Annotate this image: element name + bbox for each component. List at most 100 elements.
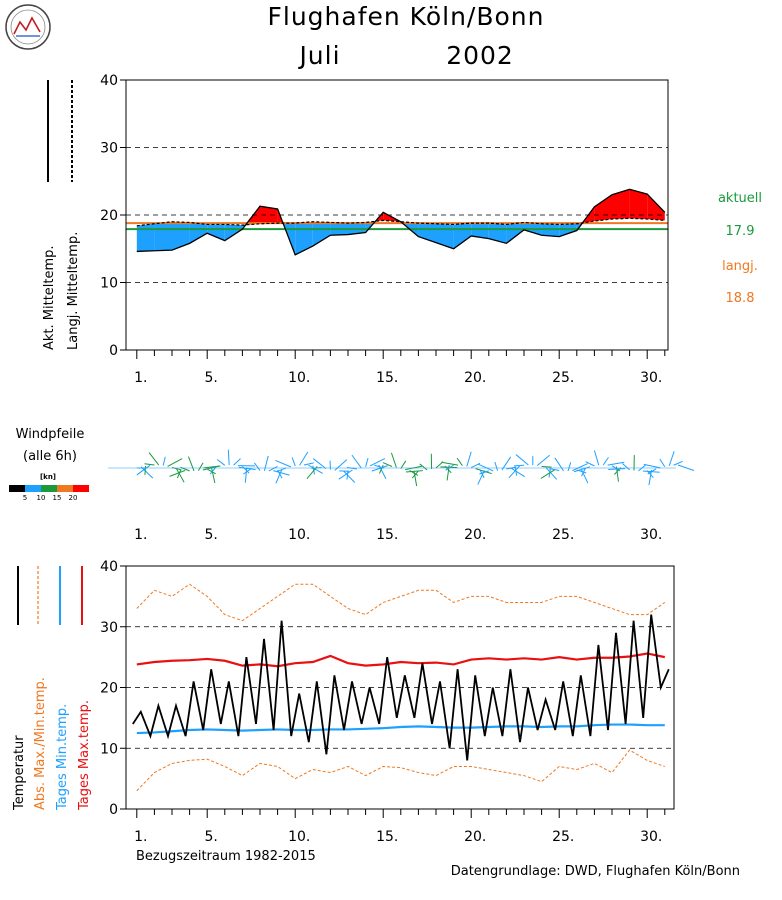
wind-arrow — [608, 468, 626, 470]
x-tick-label: 25. — [552, 829, 574, 845]
wind-arrow — [444, 465, 452, 474]
wind-arrow — [536, 454, 550, 467]
y-tick-label: 20 — [100, 681, 118, 697]
bottom-lines — [132, 583, 670, 792]
wind-arrow — [673, 460, 683, 466]
wind-arrow — [572, 463, 588, 472]
wind-subtitle: (alle 6h) — [23, 449, 77, 464]
x-tick-label: 10. — [288, 527, 310, 543]
wind-scale-swatch — [73, 485, 89, 492]
wind-arrow — [378, 464, 384, 474]
top-anomaly-segment — [471, 223, 489, 239]
y-tick-label: 40 — [100, 73, 118, 89]
top-anomaly-segment — [207, 224, 225, 241]
wind-arrow — [167, 458, 183, 467]
wind-arrow — [176, 469, 182, 479]
right-label-longterm: langj. — [722, 259, 758, 274]
wind-arrow — [646, 470, 654, 479]
wind-arrow — [513, 464, 525, 467]
top-anomaly-segment — [488, 223, 507, 244]
wind-arrow — [413, 470, 418, 487]
top-legend: Akt. Mitteltemp. Langj. Mitteltemp. — [42, 80, 81, 350]
x-tick-label: 10. — [288, 370, 310, 386]
bottom-grid — [126, 626, 674, 749]
wind-arrow — [643, 463, 661, 469]
wind-arrow — [479, 470, 489, 475]
wind-arrow — [343, 470, 356, 483]
legend-actual-label: Akt. Mitteltemp. — [42, 245, 57, 350]
wind-arrow — [540, 469, 556, 479]
top-anomaly-segment — [612, 189, 630, 220]
wind-arrow — [312, 458, 327, 469]
page-title-month: Juli — [297, 41, 340, 70]
wind-arrow — [169, 469, 186, 477]
top-anomaly-segment — [189, 222, 208, 244]
top-anomaly-segment — [559, 223, 577, 237]
top-anomaly-segment — [312, 221, 331, 247]
wind-arrow — [211, 467, 216, 484]
top-anomaly-segment — [629, 189, 648, 220]
x-tick-label: 5. — [205, 370, 218, 386]
daily-min-line — [136, 723, 665, 735]
bottom-x-axis: 1. 5. 10. 15. 20. 25. 30. — [134, 809, 666, 845]
wind-arrow — [545, 467, 558, 480]
wind-arrow — [136, 464, 151, 476]
wind-arrow — [148, 452, 160, 466]
top-anomaly-segment — [436, 223, 454, 249]
top-anomaly-segment — [154, 221, 172, 251]
wind-arrow — [567, 462, 572, 472]
wind-arrow — [602, 457, 609, 466]
x-tick-label: 25. — [552, 370, 574, 386]
wind-arrow — [510, 467, 525, 478]
wind-arrow — [390, 452, 397, 468]
wind-arrows — [108, 449, 695, 487]
wind-arrow — [647, 468, 657, 475]
x-tick-label: 25. — [552, 527, 574, 543]
wind-arrow — [268, 466, 278, 472]
legend-temp-label: Temperatur — [12, 735, 27, 811]
wind-speed-scale: 5 10 15 20 — [9, 485, 89, 502]
wind-arrow — [162, 456, 166, 466]
reference-period: Bezugszeitraum 1982-2015 — [136, 849, 316, 864]
wind-arrow — [477, 463, 494, 472]
wind-arrow — [668, 451, 675, 467]
wind-arrow — [466, 451, 472, 467]
wind-arrow — [659, 458, 666, 468]
wind-arrow — [144, 463, 155, 466]
top-anomaly-segment — [260, 206, 278, 224]
longterm-series-line — [136, 217, 665, 227]
abs-min-line — [136, 749, 665, 792]
wind-arrow — [369, 458, 386, 467]
wind-arrow — [291, 457, 296, 467]
legend-daily-max-label: Tages Max.temp. — [77, 700, 92, 811]
wind-arrow — [573, 466, 591, 473]
wind-arrow — [299, 451, 309, 466]
wind-arrow — [405, 470, 423, 473]
x-tick-label: 30. — [640, 370, 662, 386]
wind-arrow — [254, 462, 261, 471]
top-anomaly-segment — [594, 194, 612, 222]
wind-arrow — [203, 465, 221, 469]
wind-arrow — [549, 468, 560, 471]
y-tick-label: 30 — [100, 620, 118, 636]
y-tick-label: 0 — [109, 802, 118, 818]
wind-arrow — [187, 456, 195, 472]
x-tick-label: 20. — [464, 829, 486, 845]
wind-arrow — [144, 465, 147, 475]
wind-arrow — [456, 457, 463, 466]
top-y-axis: 0 10 20 30 40 — [100, 73, 126, 359]
wind-unit: [kn] — [40, 473, 56, 481]
legend-abs-label: Abs. Max./Min.temp. — [33, 677, 48, 810]
wind-arrow — [276, 467, 287, 472]
page-title-year: 2002 — [446, 41, 514, 70]
x-tick-label: 1. — [134, 829, 147, 845]
wind-arrow — [581, 467, 587, 477]
right-value-longterm: 18.8 — [726, 291, 755, 306]
wind-arrow — [273, 470, 290, 476]
wind-arrow — [494, 461, 499, 471]
wind-arrow — [206, 468, 216, 475]
legend-longterm-label: Langj. Mitteltemp. — [66, 232, 81, 350]
daily-max-line — [136, 652, 666, 668]
y-tick-label: 0 — [109, 343, 118, 359]
x-tick-label: 30. — [640, 829, 662, 845]
